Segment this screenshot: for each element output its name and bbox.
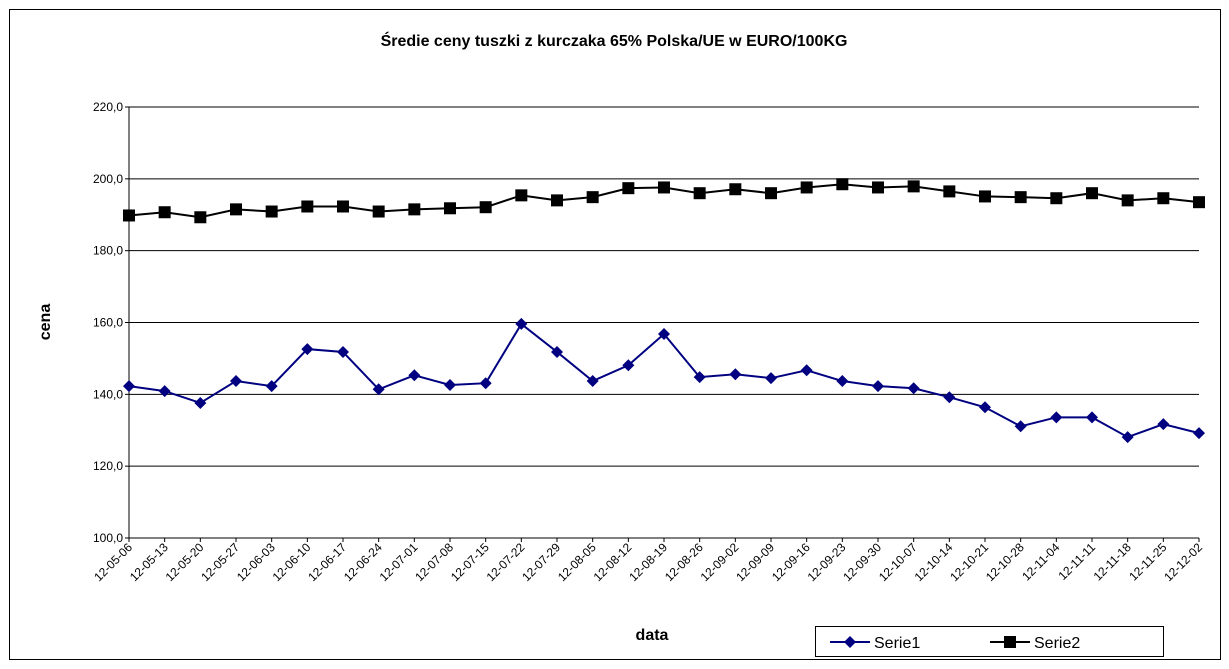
- chart-title: Średie ceny tuszki z kurczaka 65% Polska…: [381, 31, 848, 50]
- data-point: [1086, 187, 1098, 200]
- data-point: [729, 183, 742, 196]
- data-point: [943, 391, 956, 404]
- data-point: [872, 380, 884, 393]
- legend-label: Serie1: [874, 635, 920, 652]
- y-tick-label: 220,0: [93, 100, 123, 114]
- data-point: [729, 368, 742, 381]
- data-point: [444, 202, 456, 215]
- data-point: [1014, 191, 1027, 204]
- data-point: [658, 181, 670, 194]
- data-point: [1086, 411, 1098, 424]
- data-point: [1157, 192, 1170, 205]
- data-point: [194, 211, 207, 224]
- data-point: [337, 200, 349, 213]
- data-point: [872, 181, 884, 194]
- data-point: [1050, 411, 1063, 424]
- data-point: [479, 377, 492, 390]
- y-tick-label: 180,0: [93, 244, 123, 258]
- data-point: [194, 396, 207, 409]
- y-tick-label: 160,0: [93, 316, 123, 330]
- data-point: [408, 369, 421, 382]
- y-axis-title: cena: [37, 304, 54, 341]
- data-point: [622, 182, 635, 195]
- legend-label: Serie2: [1034, 635, 1080, 652]
- data-point: [265, 205, 278, 218]
- y-tick-label: 120,0: [93, 459, 123, 473]
- data-point: [943, 185, 956, 198]
- data-point: [765, 187, 777, 200]
- data-point: [693, 371, 706, 384]
- data-point: [1050, 192, 1063, 205]
- data-point: [123, 380, 135, 393]
- y-tick-label: 140,0: [93, 387, 123, 401]
- data-point: [123, 209, 135, 222]
- data-point: [1193, 427, 1205, 440]
- data-point: [979, 401, 991, 414]
- data-point: [622, 359, 635, 372]
- data-point: [1193, 196, 1205, 209]
- y-tick-label: 100,0: [93, 531, 123, 545]
- data-point: [1121, 194, 1134, 207]
- legend-marker: [1004, 636, 1016, 648]
- data-point: [515, 317, 528, 330]
- data-point: [979, 190, 991, 203]
- data-point: [800, 364, 813, 377]
- data-point: [800, 181, 813, 194]
- legend: [815, 626, 1164, 657]
- data-point: [265, 380, 278, 393]
- data-point: [836, 178, 849, 191]
- data-point: [372, 383, 385, 396]
- data-point: [907, 382, 920, 395]
- x-axis-title: data: [636, 627, 669, 644]
- data-point: [658, 327, 670, 340]
- chart-frame: [9, 9, 1221, 660]
- data-point: [1014, 420, 1027, 433]
- data-point: [301, 200, 314, 213]
- data-point: [765, 372, 777, 385]
- data-point: [1121, 431, 1134, 444]
- data-point: [408, 203, 421, 216]
- data-point: [586, 375, 599, 388]
- data-point: [301, 343, 314, 356]
- legend-marker: [844, 636, 856, 648]
- data-point: [158, 385, 171, 398]
- data-point: [337, 345, 349, 358]
- data-point: [836, 375, 849, 388]
- data-point: [230, 203, 242, 216]
- data-point: [444, 378, 456, 391]
- y-tick-label: 200,0: [93, 172, 123, 186]
- data-point: [479, 201, 492, 214]
- data-point: [693, 187, 706, 200]
- data-point: [586, 191, 599, 204]
- data-point: [515, 189, 528, 202]
- data-point: [1157, 418, 1170, 431]
- data-point: [158, 206, 171, 219]
- data-point: [230, 375, 242, 388]
- data-point: [907, 180, 920, 193]
- data-point: [372, 205, 385, 218]
- data-point: [551, 194, 563, 207]
- data-point: [551, 345, 563, 358]
